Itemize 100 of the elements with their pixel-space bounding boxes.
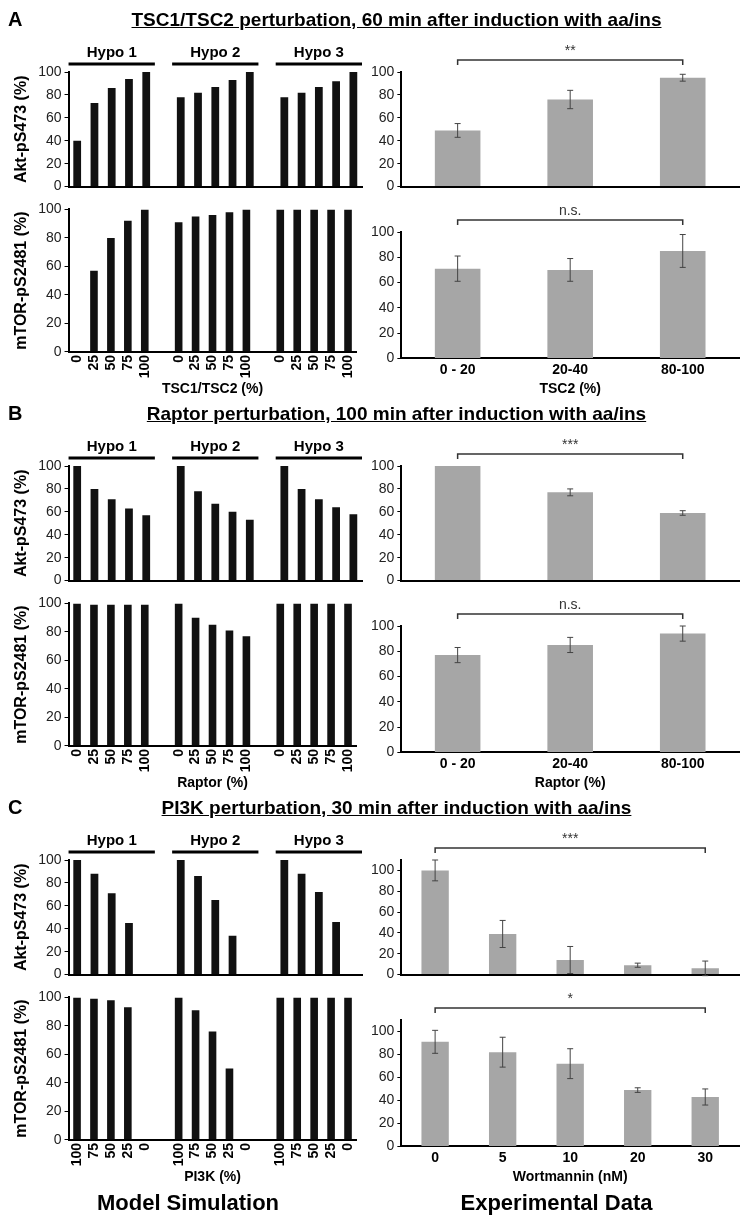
x-tick-label: 0 [431, 1148, 440, 1165]
x-tick-label: 25 [186, 354, 203, 371]
y-tick-label: 80 [45, 228, 62, 245]
y-tick-label: 80 [45, 1016, 62, 1033]
text: Model Simulation [95, 1190, 281, 1216]
x-tick-label: 30 [697, 1148, 714, 1165]
y-tick-label: 0 [386, 571, 395, 588]
bar [280, 97, 289, 187]
y-axis-title: Akt-pS473 (%) [12, 863, 30, 972]
bar [125, 508, 133, 581]
y-tick-label: 60 [378, 902, 395, 919]
x-tick-label: 50 [305, 354, 322, 371]
y-axis-title: mTOR-pS2481 (%) [12, 999, 30, 1138]
bar [349, 514, 358, 581]
y-tick-label: 40 [45, 285, 62, 302]
bar [176, 860, 185, 975]
bar [242, 209, 251, 352]
y-tick-label: 20 [45, 154, 62, 171]
text: Hypo 2 [190, 830, 241, 848]
x-tick-label: 50 [203, 748, 220, 765]
chart-subtitle: B [8, 402, 24, 425]
bar [421, 1041, 449, 1146]
y-tick-label: 40 [378, 131, 395, 148]
bar [276, 209, 285, 352]
x-tick-label: 20-40 [552, 754, 589, 771]
bar [280, 466, 289, 581]
y-tick-label: 20 [45, 708, 62, 725]
y-tick-label: 20 [378, 154, 395, 171]
x-tick-label: 25 [84, 354, 101, 371]
x-tick-label: 25 [186, 748, 203, 765]
bar [194, 491, 202, 581]
y-tick-label: 40 [45, 679, 62, 696]
x-tick-label: 0 [237, 1142, 254, 1151]
text: *** [562, 829, 579, 846]
bar [73, 466, 82, 581]
bar [140, 209, 149, 352]
y-tick-label: 40 [45, 525, 62, 542]
x-tick-label: 0 [67, 354, 84, 363]
x-tick-label: 75 [118, 748, 135, 765]
y-tick-label: 20 [45, 1102, 62, 1119]
bar [314, 499, 323, 581]
x-tick-label: 100 [135, 354, 152, 379]
bar [176, 97, 185, 187]
x-tick-label: 50 [101, 748, 118, 765]
bar [211, 503, 220, 581]
bar [293, 997, 302, 1140]
bar [90, 488, 99, 581]
bar [691, 968, 719, 975]
x-tick-label: 25 [288, 748, 305, 765]
y-tick-label: 20 [45, 548, 62, 565]
text: Hypo 3 [293, 436, 344, 454]
bar [90, 270, 98, 352]
bar [107, 604, 115, 746]
x-tick-label: 100 [338, 354, 355, 379]
y-tick-label: 20 [378, 323, 395, 340]
bar [211, 900, 220, 975]
bar [297, 92, 306, 187]
bar [194, 92, 202, 187]
bar [659, 250, 706, 358]
x-tick-label: 25 [288, 354, 305, 371]
bar [488, 933, 517, 975]
bar [327, 209, 335, 352]
bar [344, 209, 352, 352]
y-tick-label: 0 [53, 965, 62, 982]
bar [659, 77, 706, 187]
x-tick-label: 0 [271, 748, 288, 757]
text: Hypo 1 [86, 830, 137, 848]
y-tick-label: 0 [53, 571, 62, 588]
y-tick-label: 80 [378, 479, 395, 496]
bar [73, 860, 82, 975]
text: Hypo 3 [293, 42, 344, 60]
y-tick-label: 100 [38, 850, 62, 867]
x-tick-label: 80-100 [660, 754, 705, 771]
bar [434, 466, 481, 581]
x-tick-label: 100 [237, 354, 254, 379]
bar [293, 209, 302, 352]
bar [691, 1096, 719, 1146]
y-tick-label: 80 [45, 479, 62, 496]
y-tick-label: 100 [38, 594, 62, 611]
chart-subtitle: C [8, 796, 24, 819]
bar [349, 72, 358, 187]
text: n.s. [558, 201, 582, 218]
bar [225, 630, 234, 746]
x-tick-label: 0 [169, 354, 186, 363]
bar [280, 860, 289, 975]
bar [344, 997, 352, 1140]
y-tick-label: 40 [378, 525, 395, 542]
x-tick-label: 75 [84, 1142, 101, 1159]
text: * [567, 989, 574, 1006]
bar [624, 965, 652, 975]
bar [624, 1090, 652, 1146]
x-tick-label: 75 [288, 1142, 305, 1159]
bar [228, 511, 237, 581]
bar [276, 603, 285, 746]
bar [107, 88, 116, 187]
y-tick-label: 60 [378, 502, 395, 519]
bar [174, 997, 183, 1140]
bar [556, 960, 584, 975]
x-tick-label: 50 [101, 1142, 118, 1159]
y-tick-label: 40 [45, 919, 62, 936]
